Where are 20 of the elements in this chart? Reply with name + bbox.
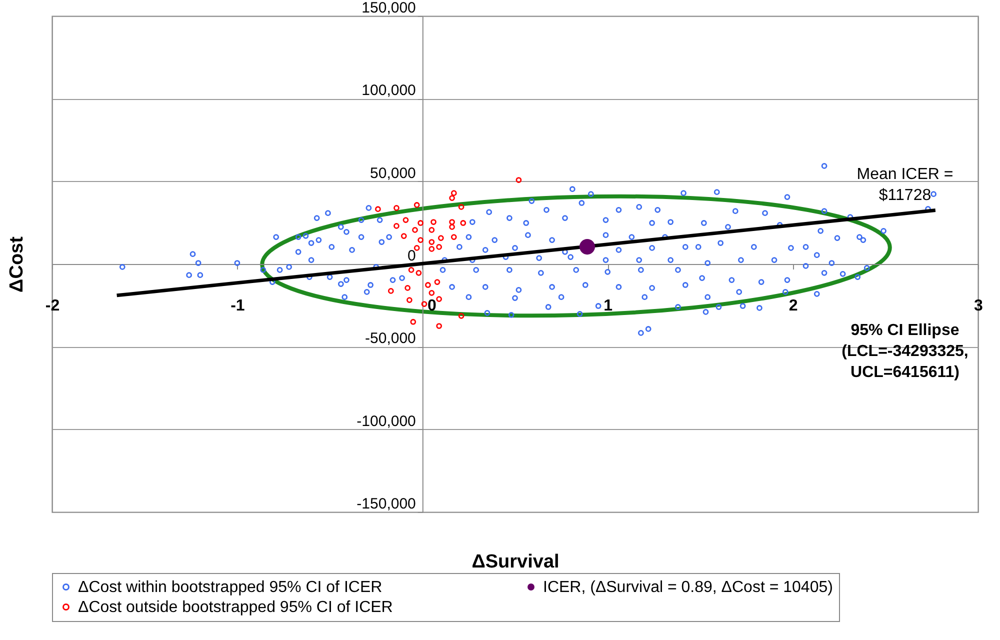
y-axis-title: ΔCost [6, 236, 28, 292]
x-axis-title: ΔSurvival [472, 552, 560, 572]
y-tick-label: -150,000 [356, 496, 416, 512]
legend-label: ΔCost outside bootstrapped 95% CI of ICER [78, 599, 393, 616]
y-tick-label: 150,000 [362, 0, 416, 16]
legend-label: ΔCost within bootstrapped 95% CI of ICER [78, 579, 382, 596]
x-tick-label: -1 [230, 298, 245, 314]
x-tick-label: -2 [45, 298, 60, 314]
legend-label: ICER, (ΔSurvival = 0.89, ΔCost = 10405) [543, 579, 833, 596]
y-tick-label: -100,000 [356, 412, 416, 430]
annotation: Mean ICER = $11728 [856, 166, 954, 204]
y-tick-label: 0 [408, 248, 416, 264]
x-tick-label: 2 [788, 298, 798, 314]
x-tick-label: 3 [974, 298, 984, 314]
x-tick-label: 0 [427, 298, 436, 314]
annotation: 95% CI Ellipse (LCL=-34293325, UCL=6415611) [842, 322, 968, 381]
x-tick-label: 1 [604, 298, 613, 314]
y-tick-label: 100,000 [362, 82, 416, 100]
y-tick-label: -50,000 [365, 330, 416, 348]
y-tick-label: 50,000 [370, 164, 416, 182]
